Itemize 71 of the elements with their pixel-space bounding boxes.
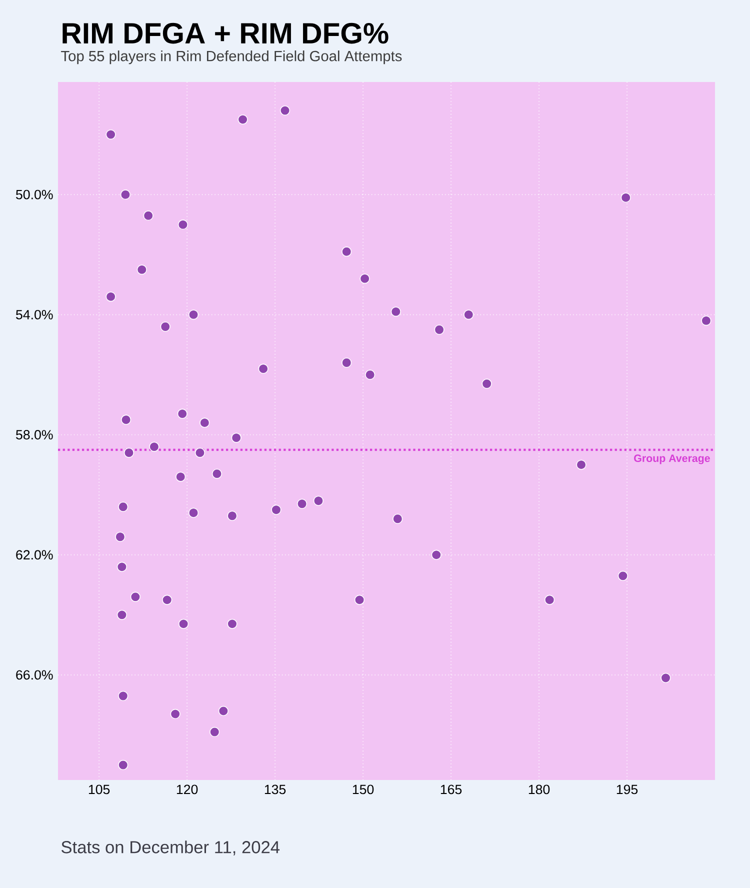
point (106, 292, 116, 302)
y-tick-label: 62.0% (16, 550, 53, 560)
point (354, 594, 365, 605)
point (360, 274, 370, 284)
point (136, 264, 147, 275)
point (365, 370, 376, 380)
point (118, 690, 128, 702)
point (200, 418, 210, 428)
point (227, 618, 238, 629)
point (177, 408, 188, 419)
point (464, 310, 474, 320)
x-tick-label: 165 (440, 784, 462, 794)
point (544, 594, 555, 605)
point (178, 220, 188, 230)
x-tick-label: 150 (352, 784, 374, 794)
point (390, 306, 401, 317)
point (160, 322, 170, 332)
point (296, 498, 308, 509)
point (660, 672, 671, 683)
point (342, 246, 352, 257)
point (313, 496, 324, 506)
point (212, 468, 222, 479)
text: Stats on December 11, 2024 (62, 840, 280, 856)
x-tick-label: 120 (176, 784, 198, 794)
y-tick-label: 66.0% (16, 670, 53, 680)
point (120, 190, 131, 200)
point (620, 192, 631, 203)
point (392, 514, 403, 524)
point (124, 448, 134, 458)
point (116, 562, 128, 572)
point (115, 532, 126, 542)
point (218, 706, 228, 716)
point (701, 316, 712, 326)
y-tick-label: 54.0% (16, 310, 53, 320)
chart-title: RIM DFGA + RIM DFG% (62, 22, 388, 44)
x-tick-label: 195 (616, 784, 638, 794)
point (231, 432, 242, 443)
ref-line-label: Group Average (634, 454, 710, 464)
point (162, 594, 172, 605)
y-tick-label: 50.0% (16, 190, 53, 200)
point (149, 442, 160, 452)
point (238, 114, 248, 125)
point (106, 129, 116, 140)
point (194, 448, 206, 458)
chart-subtitle: Top 55 players in Rim Defended Field Goal Attempts (61, 50, 402, 64)
point (130, 592, 140, 602)
point (118, 502, 128, 512)
point (482, 378, 492, 389)
point (188, 310, 199, 320)
point (176, 472, 186, 482)
point (280, 105, 290, 116)
x-tick-label: 105 (88, 784, 110, 794)
point (143, 210, 154, 221)
y-tick-label: 58.0% (16, 430, 53, 440)
point (342, 358, 352, 368)
point (431, 550, 442, 560)
point (170, 708, 180, 720)
point (434, 324, 444, 335)
x-tick-label: 135 (264, 784, 286, 794)
point (118, 760, 128, 770)
point (227, 510, 238, 521)
point (576, 460, 586, 470)
point (210, 726, 220, 738)
point (178, 618, 189, 629)
point (188, 508, 199, 518)
point (618, 570, 628, 581)
point (271, 504, 282, 515)
x-tick-label: 180 (528, 784, 550, 794)
point (116, 610, 128, 620)
point (120, 414, 132, 425)
point (258, 364, 268, 374)
